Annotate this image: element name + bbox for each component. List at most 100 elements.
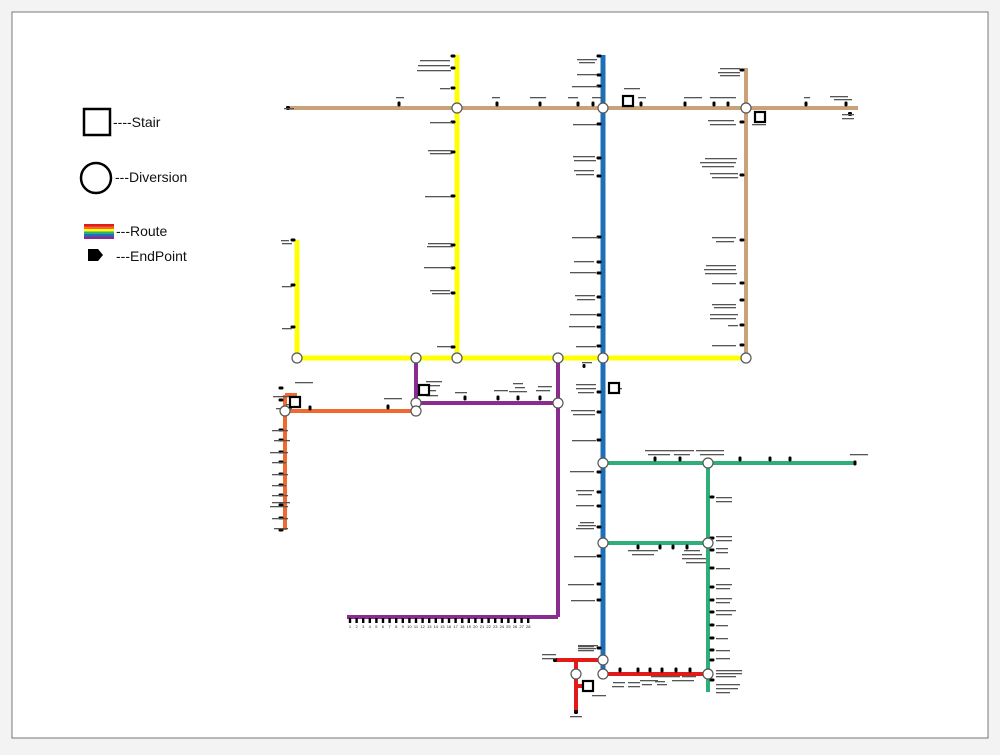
stop-label-mark <box>682 554 702 556</box>
stop-marker <box>596 470 602 474</box>
stop-label-mark <box>682 676 696 678</box>
stop-marker <box>709 636 715 640</box>
stop-marker <box>450 66 456 70</box>
stop-label-mark <box>628 550 658 552</box>
stop-marker <box>278 386 284 390</box>
stop-label-mark <box>272 462 286 464</box>
stop-label-mark <box>672 680 684 682</box>
stop-label-mark <box>570 716 582 718</box>
stop-label-mark <box>492 97 500 99</box>
stop-label-mark <box>684 680 694 682</box>
route-number: 8 <box>395 624 398 629</box>
stop-marker <box>739 238 745 242</box>
stop-label-mark <box>655 681 665 683</box>
stop-marker <box>709 585 715 589</box>
stop-label-mark <box>426 395 438 397</box>
stop-marker <box>596 73 602 77</box>
route-stop-marker <box>375 618 378 623</box>
stop-label-mark <box>850 454 868 456</box>
route-stop-marker <box>414 618 418 623</box>
stair-point <box>288 395 302 409</box>
route-stop-marker <box>461 618 464 623</box>
stop-label-mark <box>640 680 658 682</box>
route-number: 4 <box>369 624 372 629</box>
stop-label-mark <box>648 454 670 456</box>
diversion-point <box>702 668 714 680</box>
stop-label-mark <box>542 658 556 660</box>
stop-label-mark <box>592 695 606 697</box>
stop-marker <box>804 101 808 107</box>
stop-label-mark <box>576 384 596 386</box>
diversion-point <box>451 352 463 364</box>
stop-marker <box>709 623 715 627</box>
stop-label-mark <box>728 325 738 327</box>
stop-label-mark <box>700 162 736 164</box>
stop-marker <box>574 710 578 714</box>
route-number: 22 <box>486 624 491 629</box>
stop-label-mark <box>612 686 624 688</box>
stop-label-mark <box>702 166 734 168</box>
legend-stripe <box>84 226 114 229</box>
stop-marker <box>709 495 715 499</box>
stop-label-mark <box>282 243 292 245</box>
stop-marker <box>596 582 602 586</box>
stop-label-mark <box>706 265 736 267</box>
stop-marker <box>582 364 586 368</box>
stop-marker <box>596 525 602 529</box>
stop-label-mark <box>573 124 597 126</box>
stop-label-mark <box>752 124 766 126</box>
route-number: 26 <box>513 624 518 629</box>
stop-marker <box>596 156 602 160</box>
stop-label-mark <box>716 692 730 694</box>
stop-marker <box>596 554 602 558</box>
stop-label-mark <box>573 156 595 158</box>
diversion-point <box>597 537 609 549</box>
stop-label-mark <box>726 97 736 99</box>
stop-marker <box>709 610 715 614</box>
route-stop-marker <box>527 618 530 623</box>
stop-marker <box>739 173 745 177</box>
stop-label-mark <box>716 638 728 640</box>
stop-label-mark <box>720 75 740 77</box>
stop-label-mark <box>716 501 732 503</box>
diversion-point <box>570 668 582 680</box>
stop-label-mark <box>716 688 738 690</box>
diversion-point <box>410 352 422 364</box>
route-stop-marker <box>454 618 457 623</box>
stop-label-mark <box>428 243 452 245</box>
legend-endpoint-label: ---EndPoint <box>116 248 187 264</box>
stop-label-mark <box>538 386 552 388</box>
diversion-point <box>597 654 609 666</box>
stop-label-mark <box>682 558 706 560</box>
stop-marker <box>463 395 467 401</box>
route-stop-marker <box>408 618 411 623</box>
stop-label-mark <box>705 273 737 275</box>
stop-label-mark <box>384 398 402 400</box>
route-number: 13 <box>427 624 432 629</box>
stop-label-mark <box>710 318 736 320</box>
stop-label-mark <box>642 684 652 686</box>
stop-label-mark <box>716 241 734 243</box>
route-number: 21 <box>480 624 485 629</box>
stop-label-mark <box>572 237 598 239</box>
stop-label-mark <box>716 650 730 652</box>
stop-marker <box>844 101 848 107</box>
stop-marker <box>516 395 520 401</box>
stop-label-mark <box>578 494 592 496</box>
stop-marker <box>596 504 602 508</box>
route-number: 14 <box>434 624 439 629</box>
stop-marker <box>596 390 602 394</box>
stop-marker <box>596 438 602 442</box>
stop-marker <box>450 86 456 90</box>
stop-label-mark <box>282 328 292 330</box>
stop-label-mark <box>712 304 736 306</box>
route-stop-marker <box>368 618 371 623</box>
stop-marker <box>596 325 602 329</box>
stop-marker <box>709 648 715 652</box>
stair-points <box>288 94 767 693</box>
stop-label-mark <box>684 550 700 552</box>
stop-label-mark <box>576 174 594 176</box>
stop-marker <box>308 405 312 411</box>
stop-label-mark <box>716 610 736 612</box>
